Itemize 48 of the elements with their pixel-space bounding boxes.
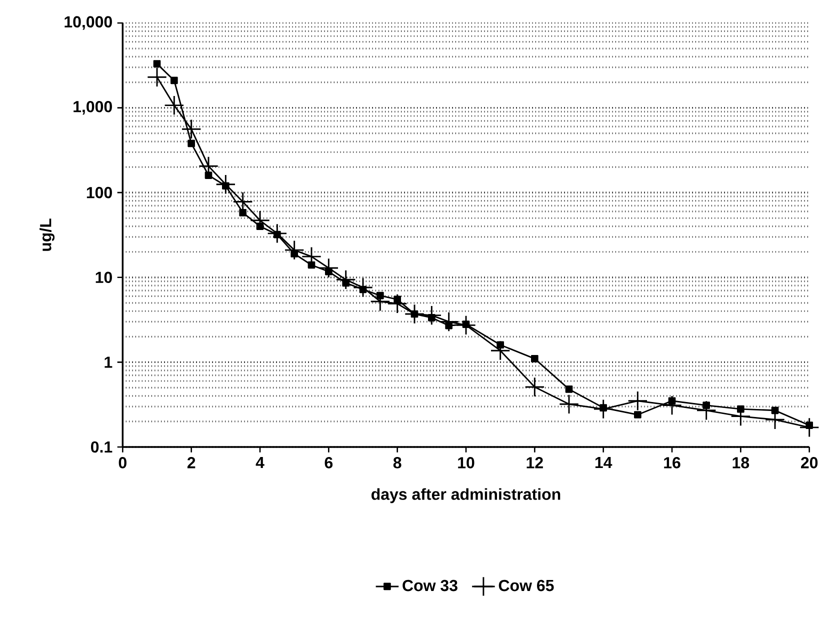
point bbox=[204, 172, 212, 179]
point bbox=[799, 417, 820, 438]
point bbox=[565, 386, 573, 393]
point bbox=[336, 270, 356, 290]
x-tick-label: 16 bbox=[664, 457, 680, 468]
x-tick-label: 0 bbox=[118, 457, 126, 468]
y-tick-label: 0.1 bbox=[91, 441, 112, 453]
y-tick-label: 1,000 bbox=[74, 100, 112, 115]
point bbox=[387, 294, 408, 314]
point bbox=[634, 411, 642, 418]
y-tick-label: 100 bbox=[86, 186, 112, 198]
x-tick-label: 2 bbox=[187, 457, 196, 468]
x-tick-label: 18 bbox=[732, 457, 750, 468]
point bbox=[438, 312, 459, 332]
point bbox=[153, 60, 161, 68]
point bbox=[284, 240, 304, 260]
x-tick-label: 14 bbox=[595, 457, 612, 468]
point bbox=[558, 394, 580, 414]
x-tick-label: 12 bbox=[526, 457, 543, 468]
y-tick-label: 10,000 bbox=[64, 16, 112, 30]
point bbox=[188, 140, 196, 148]
point bbox=[239, 208, 247, 216]
point bbox=[404, 304, 425, 324]
y-tick-label: 1 bbox=[104, 356, 112, 368]
x-tick-label: 20 bbox=[801, 457, 818, 468]
point bbox=[628, 390, 648, 411]
legend-label: Cow 65 bbox=[498, 580, 554, 592]
x-tick-label: 8 bbox=[393, 457, 402, 468]
x-tick-label: 10 bbox=[458, 457, 474, 468]
point bbox=[164, 95, 184, 116]
x-tick-label: 4 bbox=[256, 457, 264, 468]
y-axis-title: ug/L bbox=[40, 218, 55, 251]
x-tick-label: 6 bbox=[324, 457, 333, 468]
x-axis-title: days after administration bbox=[372, 488, 560, 504]
y-tick-label: 10 bbox=[96, 272, 112, 284]
point bbox=[318, 258, 339, 278]
point bbox=[530, 355, 538, 362]
point bbox=[696, 400, 716, 420]
point bbox=[267, 223, 288, 244]
point bbox=[216, 174, 236, 194]
point bbox=[352, 277, 374, 298]
point bbox=[170, 76, 178, 84]
point bbox=[771, 406, 779, 414]
point bbox=[146, 67, 168, 88]
point bbox=[490, 340, 510, 361]
point bbox=[524, 376, 545, 398]
point bbox=[181, 119, 202, 140]
legend-label: Cow 33 bbox=[402, 580, 458, 592]
